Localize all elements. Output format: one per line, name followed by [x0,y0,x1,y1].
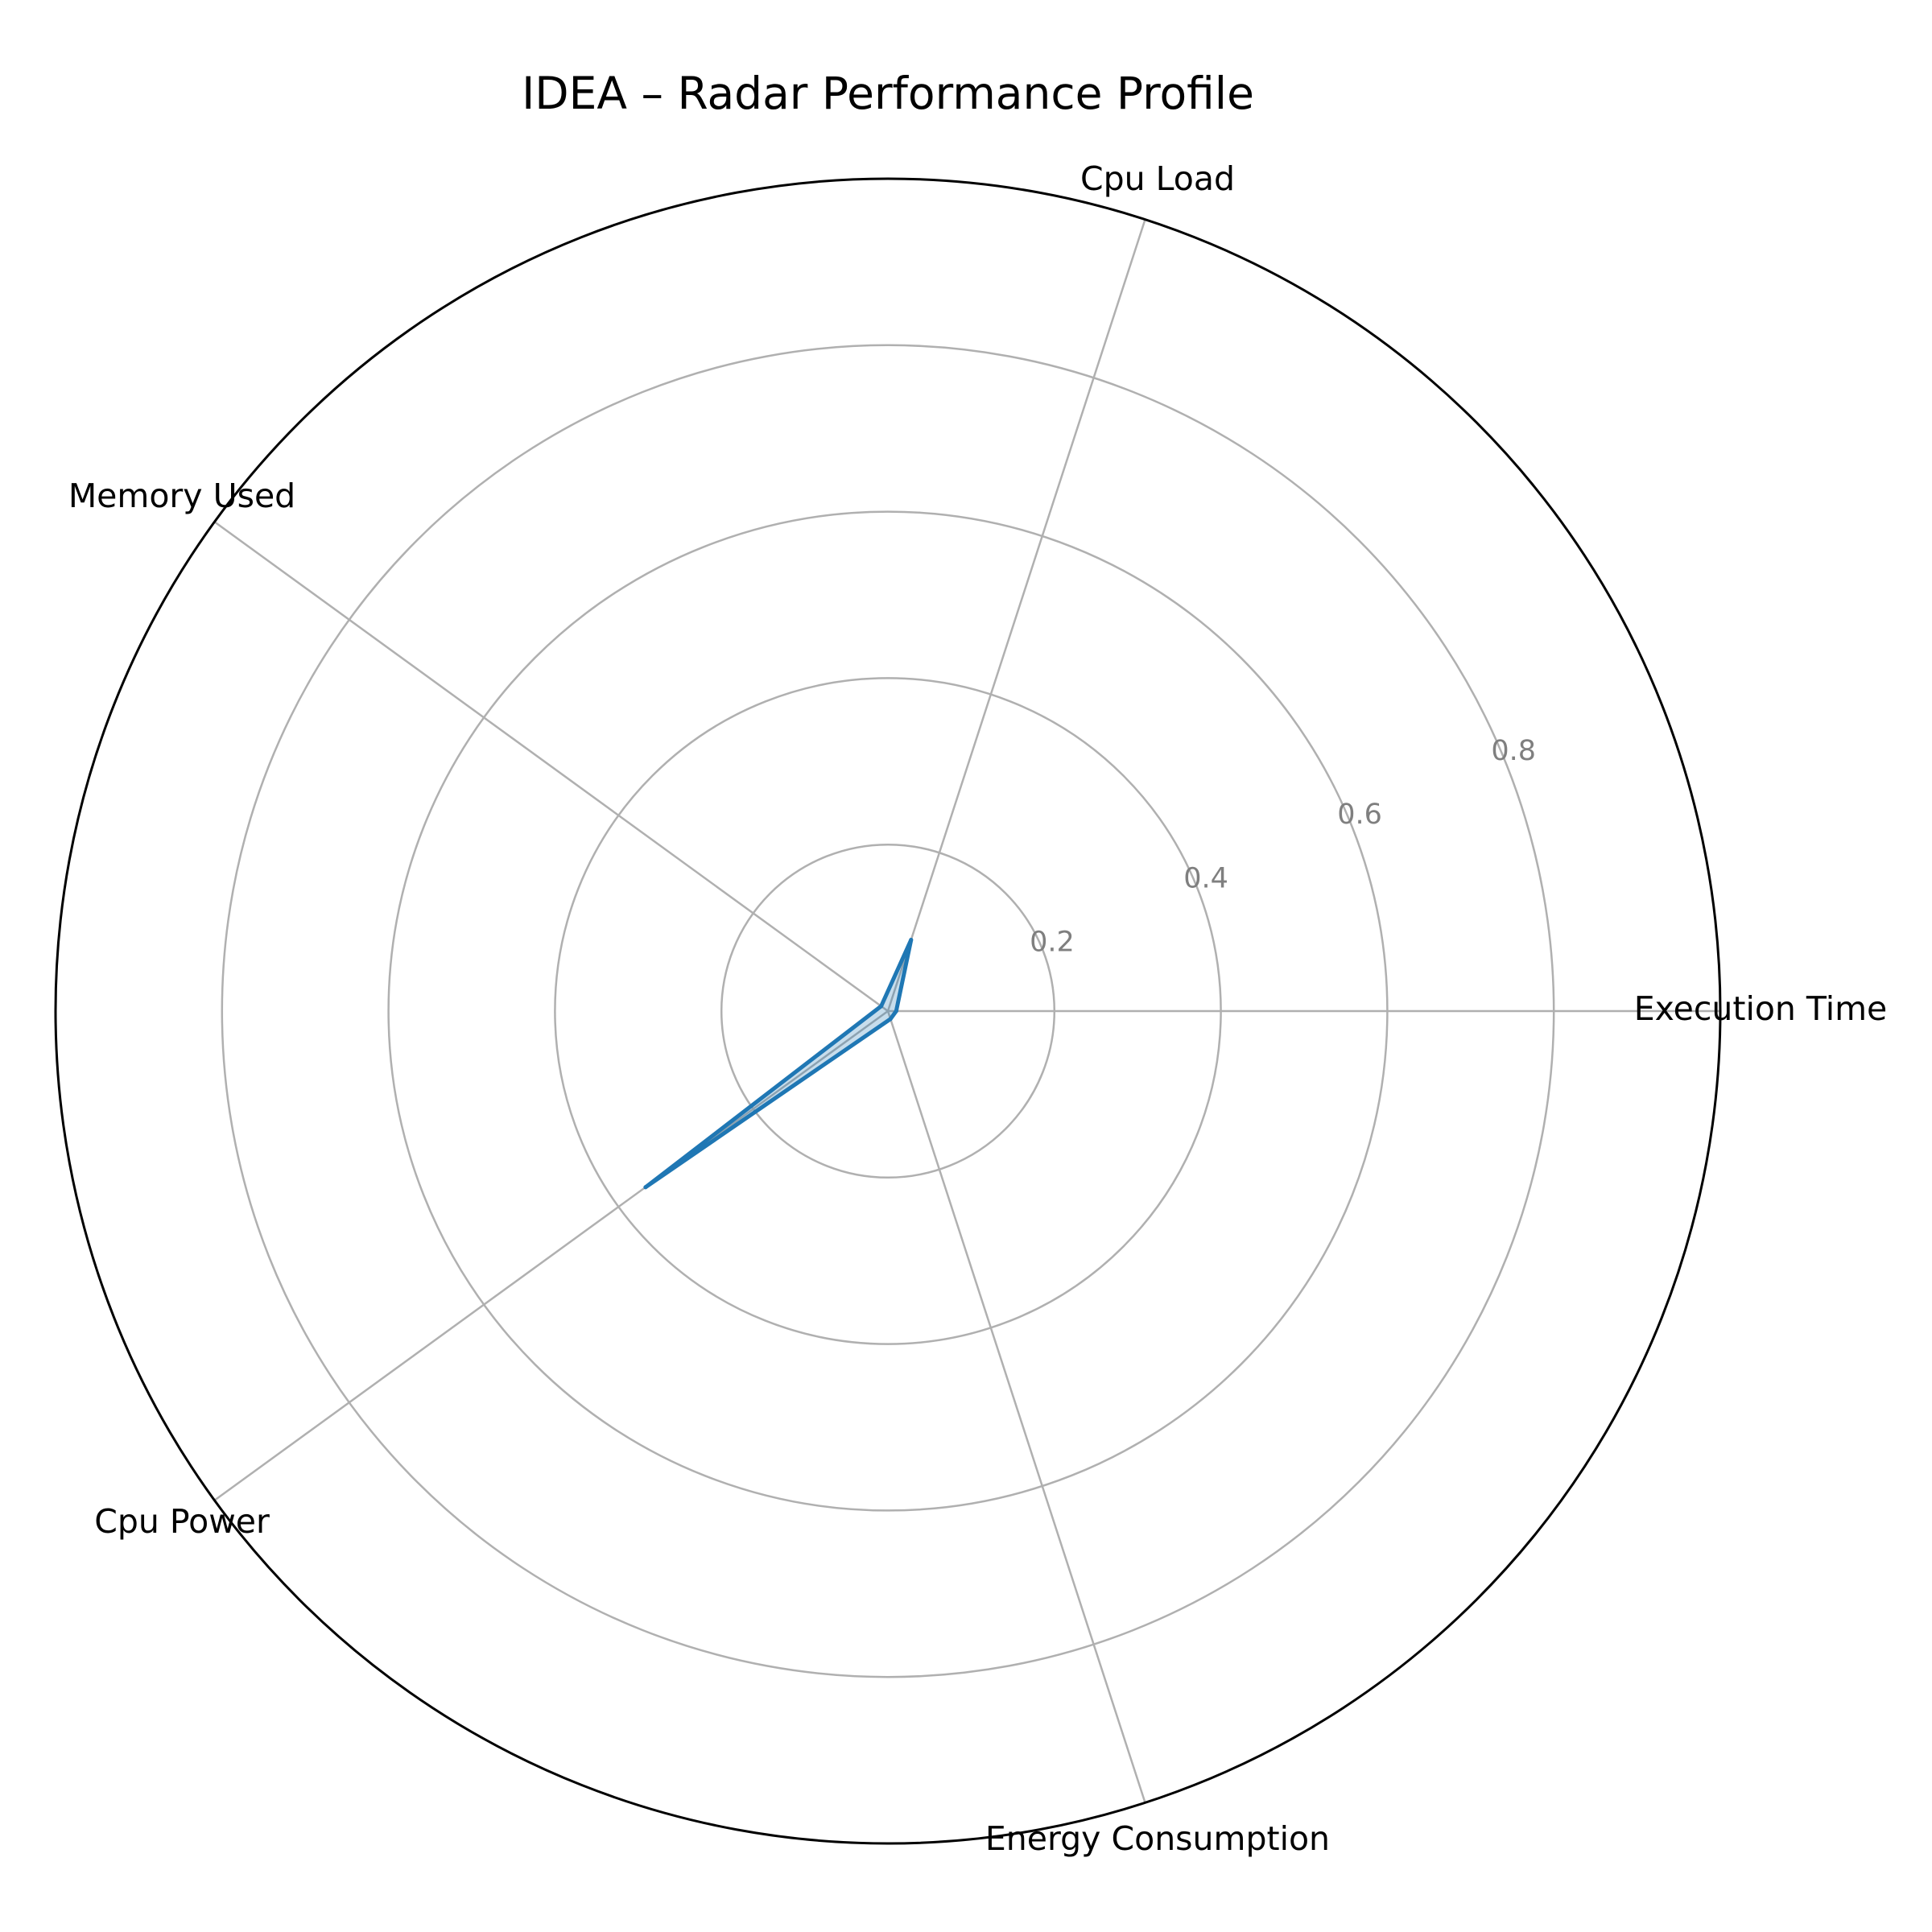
data-point-4 [888,1017,893,1022]
series-area [645,939,911,1187]
tick-layer: 0.2 0.4 0.6 0.8 [1030,735,1536,958]
r-tick-label: 0.6 [1337,799,1382,831]
spoke-1 [886,219,1146,1012]
series-layer [643,937,914,1190]
spoke-4 [886,1010,1146,1803]
r-tick-label: 0.4 [1183,862,1228,894]
spoke-2 [213,521,889,1013]
r-tick-label: 0.8 [1491,735,1536,767]
axis-label: Execution Time [1634,989,1888,1028]
axis-label: Energy Consumption [985,1819,1330,1858]
axis-label-layer: Execution Time Cpu Load Memory Used Cpu Pow… [68,159,1887,1858]
data-point-3 [643,1185,648,1190]
series-line [643,938,914,1190]
data-point-1 [909,937,914,942]
spoke-3 [213,1009,889,1501]
r-tick-label: 0.2 [1030,927,1075,959]
chart-title: IDEA – Radar Performance Profile [522,68,1254,119]
data-point-2 [879,1004,884,1009]
grid-layer [213,219,1720,1803]
axis-label: Cpu Power [94,1502,270,1541]
polar-frame [54,177,1722,1845]
axis-label: Cpu Load [1080,159,1235,198]
data-point-0 [894,1009,898,1013]
axis-label: Memory Used [68,477,295,515]
